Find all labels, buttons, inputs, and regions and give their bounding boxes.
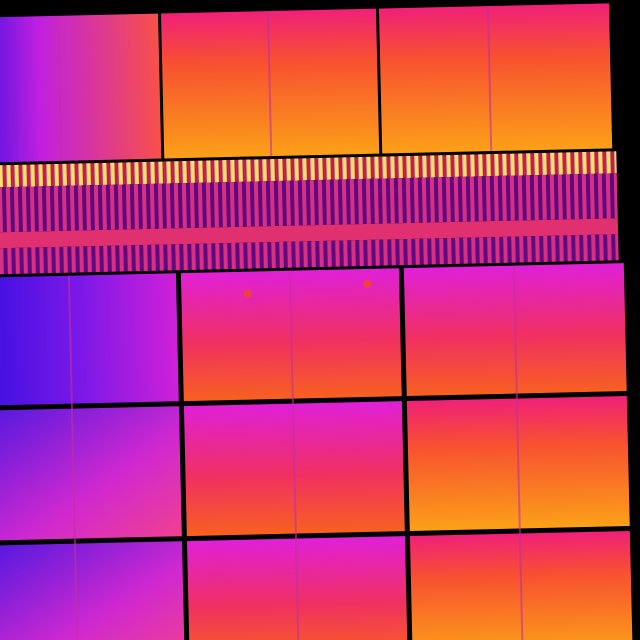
frame-rail xyxy=(0,234,619,275)
hot-spot xyxy=(363,279,372,288)
hot-strip xyxy=(0,151,617,188)
divider xyxy=(486,6,493,152)
panel xyxy=(0,406,182,541)
cell-dividers xyxy=(57,6,524,640)
divider xyxy=(288,270,300,640)
divider xyxy=(512,265,524,640)
panel xyxy=(0,541,185,640)
rail xyxy=(0,218,619,249)
divider xyxy=(57,15,63,161)
panel xyxy=(0,13,162,163)
hot-spot xyxy=(243,289,252,298)
panel xyxy=(378,3,613,154)
divider xyxy=(67,275,79,640)
divider xyxy=(266,11,273,157)
panel xyxy=(0,273,179,406)
panel-array xyxy=(0,3,633,640)
frame-rail xyxy=(0,173,618,233)
